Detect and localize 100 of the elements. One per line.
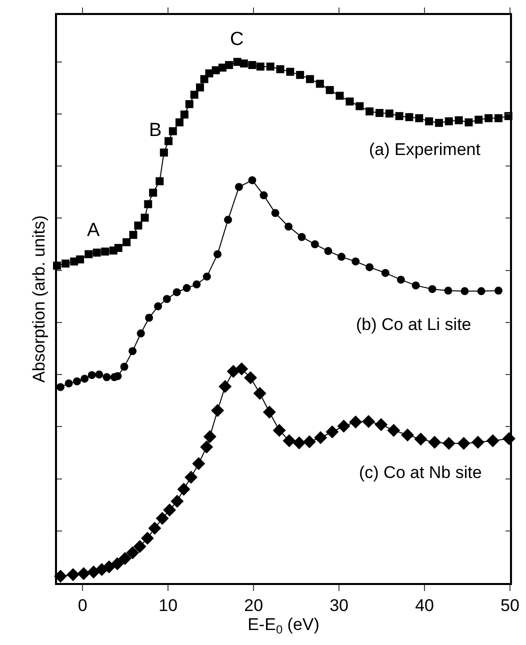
point [114,372,122,380]
point [102,560,116,574]
y-axis-title: Absorption (arb. units) [29,215,48,383]
point [118,552,132,566]
point [405,113,414,122]
point [77,567,90,580]
point [240,59,248,68]
point [253,386,266,400]
point [444,286,452,295]
point [442,436,456,450]
point [226,364,240,378]
point [494,114,502,122]
point [214,250,222,258]
point [494,286,502,295]
point [192,457,206,470]
point [434,118,443,127]
point [292,436,306,450]
x-tick-label: 50 [500,596,520,616]
point [486,434,500,448]
point [126,546,140,560]
point [88,371,96,380]
point [336,92,344,100]
point [148,522,162,535]
annotation: B [149,120,162,141]
point [366,263,374,272]
annotation: A [87,220,100,241]
point [262,406,276,419]
point [140,532,154,545]
point [296,70,304,79]
point [203,430,216,444]
point [168,127,177,136]
x-axis-title: E-E$_{0}$ (eV) [248,615,320,637]
point [401,428,414,442]
point [128,347,137,356]
point [306,75,314,84]
point [154,302,162,310]
point [302,435,316,448]
point [133,540,146,554]
point [122,238,131,246]
point [314,431,328,444]
point [56,383,64,392]
point [366,107,374,116]
point [172,288,181,296]
point [136,329,145,338]
point [66,568,80,582]
point [346,98,354,106]
point [170,494,184,508]
point [84,250,93,258]
point [95,370,104,379]
point [256,62,264,71]
point [54,570,67,583]
point [282,434,296,448]
point [428,436,442,449]
point [145,314,154,322]
point [218,380,232,394]
point [337,252,346,261]
point [425,117,434,126]
point [164,137,173,146]
point [156,177,164,186]
point [102,373,111,382]
point [129,230,138,239]
point [457,436,470,450]
point [454,116,463,124]
point [460,287,469,296]
point [225,61,234,70]
point [162,295,171,303]
point [196,83,204,92]
point [395,112,404,120]
point [248,61,256,70]
point [352,257,360,266]
series-label: (c) Co at Nb site [359,463,482,482]
point [185,100,194,108]
point [324,247,332,256]
point [310,240,319,248]
point [337,420,350,433]
point [200,440,214,454]
point [396,276,405,284]
annotation: C [230,29,244,50]
point [276,65,284,74]
point [101,248,110,256]
point [349,415,362,428]
point [298,232,306,241]
x-tick-label: 30 [330,596,349,616]
point [362,414,376,428]
point [414,432,428,446]
point [184,470,198,484]
point [149,188,158,197]
point [477,287,486,296]
point [244,371,258,384]
x-tick-label: 40 [415,596,434,616]
point [180,110,188,119]
point [76,255,84,264]
point [356,102,364,110]
point [248,176,256,184]
point [192,280,201,288]
point [260,191,268,200]
point [316,80,324,88]
point [235,362,248,376]
point [110,557,124,570]
point [266,62,274,71]
